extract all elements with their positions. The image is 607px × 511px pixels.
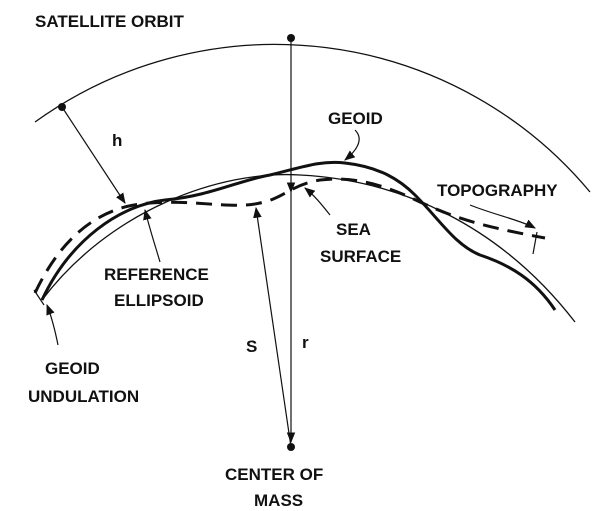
label: GEOID: [45, 359, 100, 378]
h-arrow: [61, 106, 126, 204]
sea-surface-curve: [33, 177, 546, 294]
label: SATELLITE ORBIT: [35, 12, 185, 31]
label: SEA: [336, 220, 371, 239]
label: S: [246, 337, 257, 356]
s-arrow: [253, 206, 292, 448]
label: TOPOGRAPHY: [437, 181, 558, 200]
geoid-curve: [40, 160, 557, 311]
reference-ellipsoid-leader: [143, 208, 161, 263]
satellite-orbit-arc: [34, 43, 591, 193]
reference-ellipsoid-curve: [41, 173, 576, 323]
geoid-leader: [344, 129, 360, 161]
label: REFERENCE: [104, 265, 209, 284]
label: UNDULATION: [28, 387, 139, 406]
center-of-mass-point: [287, 443, 295, 451]
sea-surface-leader: [304, 187, 331, 216]
label: GEOID: [328, 109, 383, 128]
geoid-undulation-tick: [33, 289, 45, 306]
label: MASS: [254, 491, 303, 510]
label: CENTER OF: [225, 465, 323, 484]
label: h: [112, 131, 122, 150]
label: ELLIPSOID: [114, 291, 204, 310]
geoid-undulation-leader: [46, 303, 59, 346]
label: r: [302, 333, 309, 352]
topography-tick: [532, 231, 538, 255]
label: SURFACE: [320, 247, 401, 266]
topography-leader: [469, 204, 536, 229]
